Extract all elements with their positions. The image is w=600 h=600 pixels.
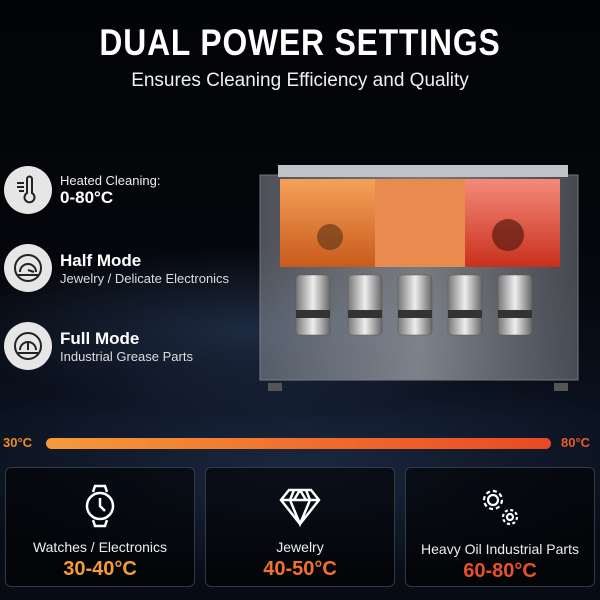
gauge-full-icon xyxy=(4,322,52,370)
diamond-icon xyxy=(279,488,321,528)
card-industrial: Heavy Oil Industrial Parts 60-80°C xyxy=(405,467,595,587)
page-title: DUAL POWER SETTINGS xyxy=(99,22,501,63)
temp-max-label: 80°C xyxy=(561,435,591,450)
gauge-half-icon xyxy=(4,244,52,292)
feature-heated: Heated Cleaning: 0-80°C xyxy=(4,166,160,214)
gears-icon xyxy=(482,489,519,526)
feature-full-mode: Full Mode Industrial Grease Parts xyxy=(4,322,193,370)
feature-half-mode: Half Mode Jewelry / Delicate Electronics xyxy=(4,244,229,292)
temp-min-label: 30°C xyxy=(3,435,33,450)
watch-icon xyxy=(85,484,115,528)
card-watches: Watches / Electronics 30-40°C xyxy=(5,467,195,587)
temperature-gradient-bar xyxy=(46,438,551,449)
card-jewelry: Jewelry 40-50°C xyxy=(205,467,395,587)
page-subtitle: Ensures Cleaning Efficiency and Quality xyxy=(131,70,469,91)
ultrasonic-cleaner-image xyxy=(259,165,579,391)
thermometer-icon xyxy=(4,166,52,214)
